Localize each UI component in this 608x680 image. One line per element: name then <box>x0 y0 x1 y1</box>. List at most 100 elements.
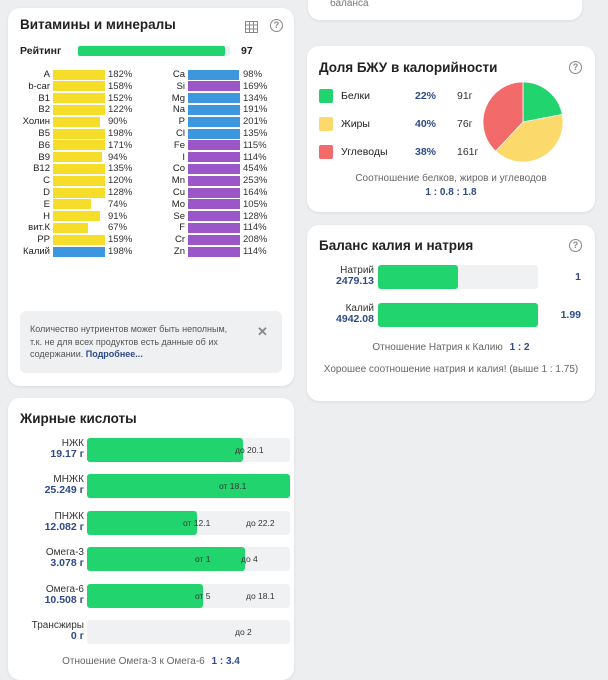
kna-bar <box>378 303 538 327</box>
vitamin-row: B9 94% <box>18 152 153 163</box>
mineral-percent: 98% <box>243 69 263 80</box>
fatty-bar <box>87 547 246 572</box>
vitamin-percent: 152% <box>108 92 133 104</box>
vitamin-row: B2 122% <box>18 104 153 115</box>
fatty-value: 19.17 г <box>50 448 84 460</box>
mineral-bar <box>188 128 240 139</box>
vitamin-percent: 90% <box>108 116 128 128</box>
mineral-label: Mo <box>171 198 185 210</box>
vitamin-label: Холин <box>22 116 50 128</box>
top-partial-card: баланса <box>308 0 582 20</box>
vitamin-percent: 128% <box>108 187 133 198</box>
bju-percent: 22% <box>415 90 437 102</box>
fatty-limit-label: до 20.1 <box>235 445 264 455</box>
vitamin-bar <box>53 69 105 80</box>
fatty-bar <box>87 474 290 499</box>
bju-swatch <box>319 145 333 159</box>
note-more-link[interactable]: Подробнее... <box>85 349 143 359</box>
mineral-bar <box>188 211 240 222</box>
fatty-track: от 12.1 до 22.2 <box>87 510 290 535</box>
mineral-row: P 201% <box>153 116 288 127</box>
fatty-limit-label: до 22.2 <box>246 517 275 528</box>
mineral-label: Mg <box>171 92 185 104</box>
vitamin-bar <box>53 211 100 222</box>
pie-slice-Жиры <box>495 114 564 163</box>
fatty-limit-label: до 2 <box>235 627 252 637</box>
fatty-track: от 18.1 <box>87 474 290 499</box>
fatty-row: Трансжиры 0 г до 2 <box>20 620 290 646</box>
bju-grams: 76г <box>457 118 473 130</box>
omega-ratio-label: Отношение Омега-3 к Омега-6 <box>62 656 205 667</box>
mineral-bar <box>188 116 240 127</box>
fatty-value: 25.249 г <box>44 484 84 497</box>
kna-ratio: Отношение Натрия к Калию 1 : 2 <box>307 342 595 353</box>
mineral-row: Mg 134% <box>153 93 288 104</box>
mineral-label: Cr <box>174 234 185 246</box>
mineral-row: Se 128% <box>153 211 288 222</box>
mineral-percent: 169% <box>243 80 268 92</box>
vitamin-label: A <box>43 69 50 80</box>
vitamin-percent: 171% <box>108 139 133 151</box>
mineral-percent: 115% <box>243 139 267 151</box>
vitamin-label: Калий <box>23 246 50 257</box>
kna-value: 2479.13 <box>336 275 374 287</box>
bju-card: Доля БЖУ в калорийности ? Белки 22% 91г Жир… <box>307 46 595 212</box>
mineral-percent: 454% <box>243 163 268 175</box>
kna-name: Натрий <box>340 265 374 276</box>
kna-ratio-number: 1.99 <box>560 309 581 321</box>
mineral-percent: 105% <box>243 198 268 210</box>
help-icon[interactable]: ? <box>270 19 283 32</box>
kna-value: 4942.08 <box>336 313 374 325</box>
bju-grams: 91г <box>457 90 473 102</box>
mineral-label: F <box>179 222 185 234</box>
mineral-percent: 208% <box>243 234 268 246</box>
fatty-acids-card: Жирные кислоты НЖК 19.17 г до 20.1 МНЖК 25.2… <box>8 398 294 680</box>
bju-swatch <box>319 117 333 131</box>
kna-ratio-value: 1 : 2 <box>509 342 530 353</box>
fatty-bar <box>87 510 197 535</box>
fatty-limit-label: от 18.1 <box>219 481 247 492</box>
pie-slice-Белки <box>522 81 563 123</box>
fatty-track: от 1 до 4 <box>87 547 290 572</box>
fatty-value: 0 г <box>70 630 84 642</box>
mineral-bar <box>188 140 240 151</box>
vitamins-title: Витамины и минералы <box>20 17 176 32</box>
vitamin-percent: 67% <box>108 222 128 234</box>
kna-ratio-number: 1 <box>575 271 581 283</box>
vitamin-label: b-car <box>28 80 50 92</box>
fatty-value: 10.508 г <box>44 593 84 606</box>
vitamin-row: H 91% <box>18 211 153 222</box>
mineral-row: Zn 114% <box>153 246 288 257</box>
vitamin-row: вит.К 67% <box>18 222 153 233</box>
vitamin-label: вит.К <box>28 222 50 234</box>
vitamins-card: Витамины и минералы ? Рейтинг 97 A 182% b-… <box>8 8 294 386</box>
mineral-label: Se <box>173 210 185 222</box>
fatty-row: НЖК 19.17 г до 20.1 <box>20 438 290 464</box>
fatty-bar <box>87 583 203 608</box>
fatty-name: ПНЖК <box>54 510 84 522</box>
vitamin-label: B5 <box>38 128 50 139</box>
mineral-label: Co <box>172 163 185 175</box>
fatty-name: МНЖК <box>53 474 84 486</box>
omega-ratio-value: 1 : 3.4 <box>211 656 240 667</box>
mineral-label: Fe <box>173 139 185 151</box>
bju-swatch <box>319 89 333 103</box>
help-icon[interactable]: ? <box>569 61 582 74</box>
kna-label: Калий 4942.08 <box>317 303 374 325</box>
kna-name: Калий <box>345 303 374 314</box>
vitamin-bar <box>53 81 105 92</box>
fatty-label: ПНЖК 12.082 г <box>20 511 84 533</box>
vitamin-label: E <box>43 198 50 210</box>
bju-title: Доля БЖУ в калорийности <box>319 60 498 75</box>
table-view-icon[interactable] <box>245 20 258 33</box>
mineral-label: P <box>178 116 185 128</box>
close-icon[interactable]: ✕ <box>257 324 268 339</box>
fatty-row: Омега-6 10.508 г от 5 до 18.1 <box>20 583 290 610</box>
fatty-value: 3.078 г <box>50 557 84 570</box>
note-text: Количество нутриентов может быть неполны… <box>30 323 235 361</box>
mineral-percent: 114% <box>243 246 267 257</box>
vitamin-label: D <box>43 187 50 198</box>
help-icon[interactable]: ? <box>569 239 582 252</box>
vitamin-label: C <box>43 175 50 187</box>
vitamin-label: B9 <box>38 151 50 163</box>
